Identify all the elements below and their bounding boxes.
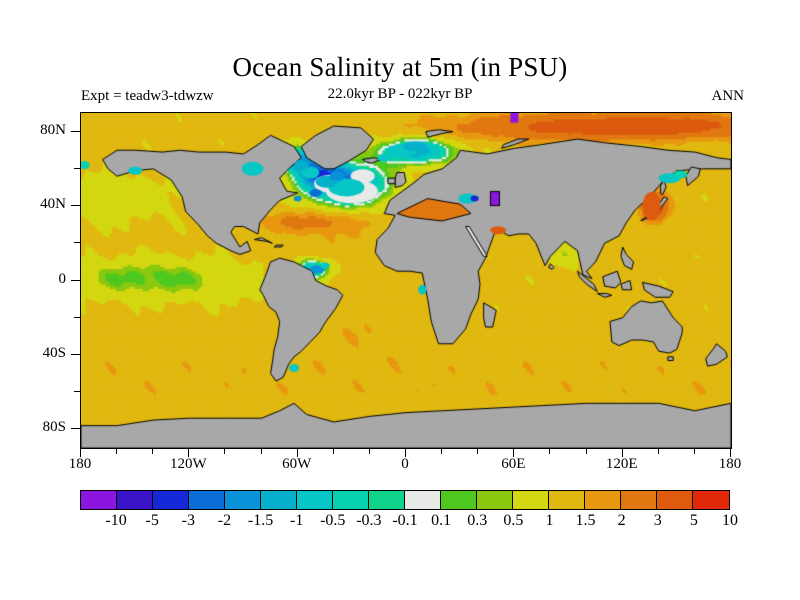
colorbar-tick-label: -1.5: [247, 512, 274, 529]
colorbar-tick-label: -0.3: [356, 512, 382, 529]
colorbar-tick-label: 0.3: [467, 512, 488, 529]
colorbar-cell: [440, 491, 477, 509]
x-axis-tick: [405, 448, 406, 457]
colorbar: [80, 490, 730, 510]
season-label: ANN: [711, 88, 745, 104]
colorbar-cell: [620, 491, 657, 509]
x-axis-tick: [441, 448, 442, 454]
x-axis-tick: [297, 448, 298, 457]
y-axis-tick: [71, 131, 80, 132]
colorbar-tick-label: 5: [689, 512, 698, 529]
x-axis-tick: [477, 448, 478, 454]
x-axis-tick-label: 180: [718, 456, 742, 472]
colorbar-cell: [656, 491, 693, 509]
y-axis-tick: [71, 280, 80, 281]
subtitle: 22.0kyr BP - 022kyr BP: [327, 86, 473, 102]
x-axis-tick: [694, 448, 695, 454]
x-axis-tick: [730, 448, 731, 457]
colorbar-tick-label: -5: [145, 512, 159, 529]
x-axis-tick: [261, 448, 262, 454]
x-axis-tick: [188, 448, 189, 457]
y-axis-tick: [74, 168, 80, 169]
page-title: Ocean Salinity at 5m (in PSU): [232, 52, 568, 82]
x-axis-tick: [658, 448, 659, 454]
colorbar-tick-label: -2: [217, 512, 232, 529]
colorbar-cell: [81, 491, 117, 509]
y-axis-tick: [71, 354, 80, 355]
colorbar-tick-label: -10: [105, 512, 127, 529]
colorbar-tick-label: 2: [617, 512, 626, 529]
y-axis-tick-label: 40N: [40, 196, 66, 213]
x-axis-tick: [333, 448, 334, 454]
experiment-label: Expt = teadw3-tdwzw: [81, 88, 214, 104]
x-axis-tick-label: 60W: [282, 456, 312, 472]
colorbar-tick-label: -3: [181, 512, 195, 529]
y-axis-tick: [71, 205, 80, 206]
y-axis-tick-label: 0: [58, 270, 67, 287]
x-axis-tick: [80, 448, 81, 457]
x-axis-tick: [224, 448, 225, 454]
y-axis-tick-label: 80S: [42, 419, 66, 436]
colorbar-cell: [332, 491, 369, 509]
x-axis-tick: [549, 448, 550, 454]
x-axis-tick-label: 60E: [501, 456, 526, 472]
colorbar-cell: [584, 491, 621, 509]
x-axis-tick: [116, 448, 117, 454]
colorbar-tick-label: -0.5: [320, 512, 346, 529]
colorbar-tick-label: 1.5: [575, 512, 596, 529]
x-axis-tick: [513, 448, 514, 457]
y-axis-tick: [71, 428, 80, 429]
y-axis-tick: [74, 317, 80, 318]
y-axis-tick-label: 40S: [42, 344, 66, 361]
colorbar-cell: [116, 491, 153, 509]
colorbar-tick-label: 0.1: [431, 512, 452, 529]
colorbar-cell: [368, 491, 405, 509]
x-axis-tick: [152, 448, 153, 454]
colorbar-cell: [224, 491, 261, 509]
colorbar-cell: [512, 491, 549, 509]
x-axis-tick: [586, 448, 587, 454]
colorbar-tick-label: -1: [289, 512, 304, 529]
colorbar-cell: [188, 491, 225, 509]
colorbar-tick-label: 1: [545, 512, 554, 529]
y-axis-tick: [74, 391, 80, 392]
y-axis-tick: [74, 242, 80, 243]
y-axis-tick-label: 80N: [40, 121, 66, 138]
colorbar-tick-label: -0.1: [392, 512, 418, 529]
colorbar-tick-label: 10: [722, 512, 738, 529]
x-axis-tick-label: 180: [68, 456, 92, 472]
x-axis-tick: [369, 448, 370, 454]
colorbar-cell: [548, 491, 585, 509]
colorbar-tick-label: 3: [653, 512, 662, 529]
map-plot-area: [80, 112, 732, 449]
colorbar-cell: [296, 491, 333, 509]
colorbar-cell: [404, 491, 441, 509]
colorbar-cell: [260, 491, 297, 509]
colorbar-cell: [476, 491, 513, 509]
x-axis-tick: [622, 448, 623, 457]
x-axis-tick-label: 120E: [605, 456, 638, 472]
colorbar-cell: [692, 491, 729, 509]
colorbar-tick-label: 0.5: [503, 512, 524, 529]
salinity-anomaly-heatmap: [81, 113, 731, 448]
x-axis-tick-label: 120W: [169, 456, 207, 472]
x-axis-tick-label: 0: [401, 456, 409, 472]
colorbar-cell: [152, 491, 189, 509]
